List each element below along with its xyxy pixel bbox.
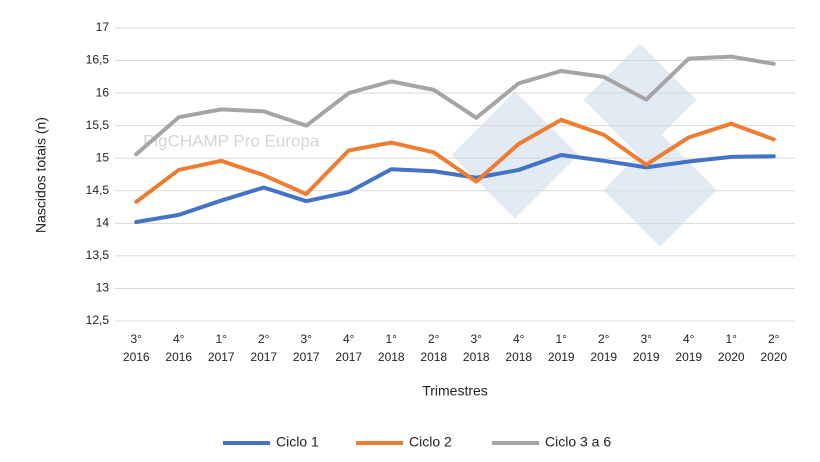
- x-tick-label: 4° 2017: [335, 332, 362, 364]
- x-tick-year: 2018: [420, 350, 447, 364]
- x-tick-year: 2019: [675, 350, 702, 364]
- x-tick-year: 2017: [335, 350, 362, 364]
- x-tick-quarter: 4°: [513, 332, 525, 346]
- x-tick-quarter: 3°: [641, 332, 653, 346]
- x-tick-quarter: 4°: [173, 332, 185, 346]
- x-tick-year: 2019: [590, 350, 617, 364]
- y-tick-label: 17: [96, 20, 110, 34]
- x-tick-quarter: 2°: [428, 332, 440, 346]
- series-line: [134, 117, 776, 204]
- x-tick-label: 4° 2019: [675, 332, 702, 364]
- x-tick-quarter: 4°: [683, 332, 695, 346]
- x-tick-year: 2016: [123, 350, 150, 364]
- x-tick-quarter: 3°: [471, 332, 483, 346]
- x-tick-quarter: 2°: [258, 332, 270, 346]
- x-tick-year: 2018: [505, 350, 532, 364]
- x-tick-label: 1° 2019: [548, 332, 575, 364]
- x-tick-year: 2016: [165, 350, 192, 364]
- legend-label: Ciclo 2: [409, 434, 452, 450]
- y-tick-label: 16,5: [86, 53, 110, 67]
- y-tick-label: 15,5: [86, 118, 110, 132]
- x-tick-quarter: 3°: [131, 332, 143, 346]
- x-axis-title: Trimestres: [422, 383, 488, 399]
- x-tick-quarter: 2°: [598, 332, 610, 346]
- legend-label: Ciclo 1: [276, 434, 319, 450]
- legend-label: Ciclo 3 a 6: [545, 434, 611, 450]
- x-tick-year: 2017: [208, 350, 235, 364]
- x-tick-label: 2° 2019: [590, 332, 617, 364]
- x-tick-label: 1° 2020: [718, 332, 745, 364]
- y-tick-label: 13,5: [86, 248, 110, 262]
- x-tick-quarter: 1°: [386, 332, 398, 346]
- x-tick-year: 2020: [760, 350, 787, 364]
- y-tick-label: 14: [96, 216, 110, 230]
- series-line: [134, 54, 776, 157]
- x-tick-year: 2019: [633, 350, 660, 364]
- x-tick-label: 3° 2017: [293, 332, 320, 364]
- x-tick-year: 2018: [463, 350, 490, 364]
- watermark-text: PigCHAMP Pro Europa: [143, 131, 320, 150]
- x-tick-label: 1° 2018: [378, 332, 405, 364]
- x-tick-label: 3° 2016: [123, 332, 150, 364]
- x-tick-label: 2° 2017: [250, 332, 277, 364]
- x-tick-label: 1° 2017: [208, 332, 235, 364]
- x-tick-label: 3° 2018: [463, 332, 490, 364]
- x-tick-label: 3° 2019: [633, 332, 660, 364]
- x-tick-label: 4° 2016: [165, 332, 192, 364]
- x-tick-label: 2° 2018: [420, 332, 447, 364]
- x-tick-quarter: 2°: [768, 332, 780, 346]
- x-tick-year: 2020: [718, 350, 745, 364]
- x-tick-quarter: 3°: [301, 332, 313, 346]
- y-tick-label: 12,5: [86, 313, 110, 327]
- x-tick-quarter: 1°: [556, 332, 568, 346]
- x-tick-label: 4° 2018: [505, 332, 532, 364]
- x-tick-year: 2019: [548, 350, 575, 364]
- x-tick-label: 2° 2020: [760, 332, 787, 364]
- x-tick-year: 2017: [250, 350, 277, 364]
- x-tick-quarter: 4°: [343, 332, 355, 346]
- x-tick-year: 2018: [378, 350, 405, 364]
- x-tick-quarter: 1°: [216, 332, 228, 346]
- x-tick-quarter: 1°: [726, 332, 738, 346]
- x-tick-year: 2017: [293, 350, 320, 364]
- series-line: [134, 152, 776, 225]
- y-tick-label: 16: [96, 85, 110, 99]
- y-tick-label: 15: [96, 150, 110, 164]
- y-axis-title: Nascidos totais (n): [33, 117, 49, 233]
- y-tick-label: 13: [96, 281, 110, 295]
- y-tick-label: 14,5: [86, 183, 110, 197]
